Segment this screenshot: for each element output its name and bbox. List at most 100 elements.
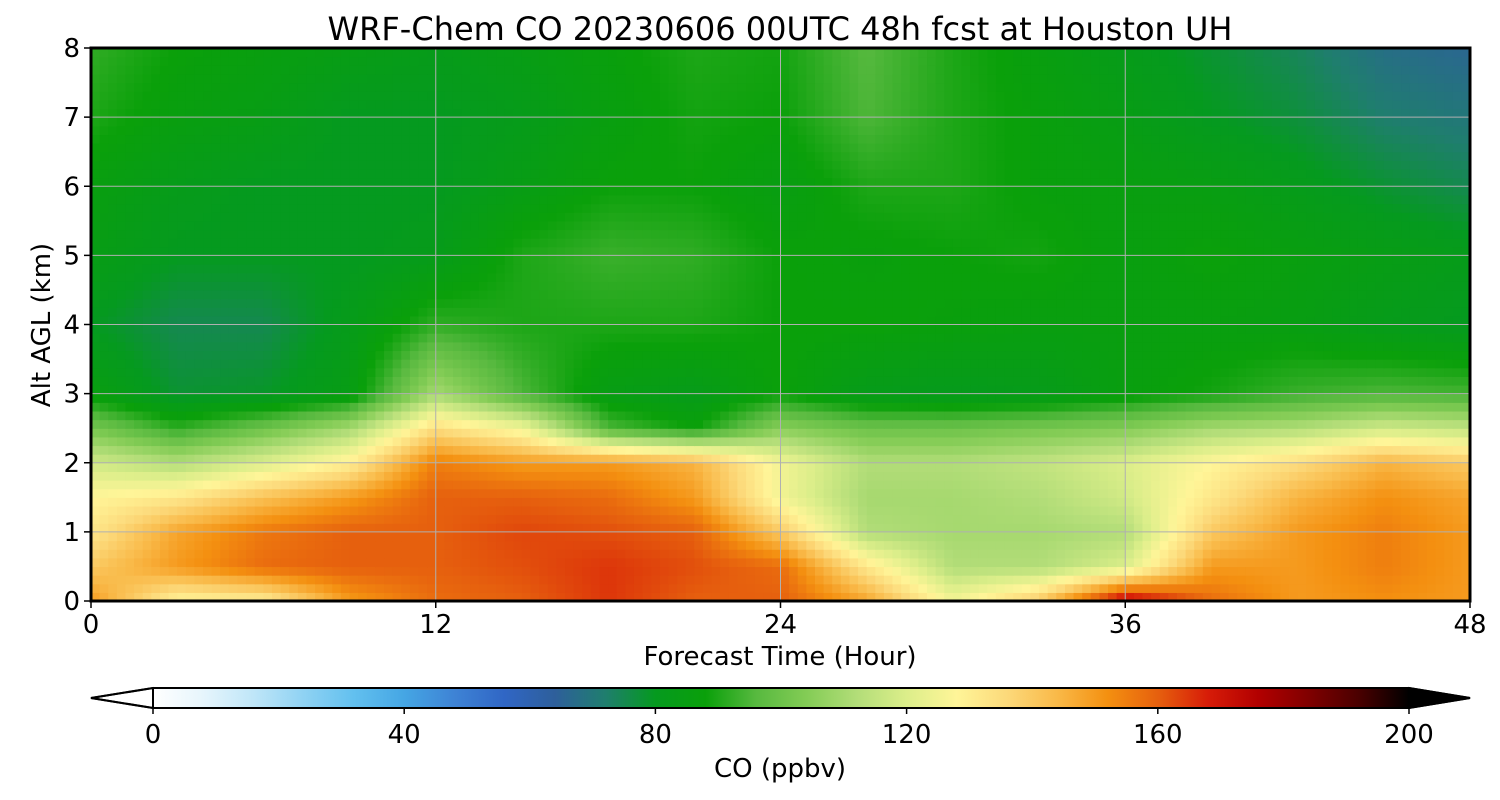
heatmap-cell: [1375, 471, 1385, 481]
heatmap-cell: [1409, 419, 1419, 429]
heatmap-cell: [1013, 557, 1023, 568]
heatmap-cell: [461, 480, 471, 490]
heatmap-cell: [1133, 575, 1144, 585]
heatmap-cell: [892, 531, 902, 542]
heatmap-cell: [1030, 497, 1040, 507]
heatmap-cell: [763, 402, 773, 412]
heatmap-cell: [711, 454, 721, 464]
heatmap-cell: [995, 514, 1006, 524]
heatmap-cell: [1263, 480, 1273, 490]
heatmap-cell: [315, 436, 325, 447]
heatmap-cell: [1082, 549, 1092, 559]
heatmap-cell: [435, 488, 445, 498]
heatmap-cell: [1280, 384, 1290, 395]
heatmap-cell: [1064, 428, 1075, 438]
heatmap-cell: [521, 471, 532, 481]
heatmap-cell: [323, 376, 333, 386]
heatmap-cell: [263, 488, 273, 498]
heatmap-cell: [280, 531, 290, 542]
heatmap-cell: [565, 428, 575, 438]
heatmap-cell: [1090, 419, 1100, 429]
heatmap-cell: [539, 480, 549, 490]
heatmap-cell: [944, 402, 954, 412]
heatmap-cell: [1314, 557, 1325, 568]
heatmap-cell: [539, 402, 549, 412]
heatmap-cell: [1237, 583, 1247, 593]
heatmap-cell: [599, 454, 609, 464]
heatmap-cell: [832, 497, 842, 507]
heatmap-cell: [1021, 367, 1032, 377]
heatmap-cell: [297, 436, 308, 447]
heatmap-cell: [418, 445, 428, 455]
heatmap-cell: [1202, 583, 1213, 593]
heatmap-cell: [651, 454, 661, 464]
heatmap-cell: [1289, 575, 1299, 585]
heatmap-cell: [211, 359, 221, 369]
heatmap-cell: [159, 531, 170, 542]
heatmap-cell: [280, 514, 290, 524]
heatmap-cell: [978, 592, 988, 601]
heatmap-cell: [694, 480, 704, 490]
heatmap-cell: [1047, 523, 1057, 533]
heatmap-cell: [987, 402, 997, 412]
heatmap-cell: [918, 480, 928, 490]
heatmap-cell: [340, 410, 351, 421]
heatmap-cell: [668, 575, 678, 585]
heatmap-cell: [1004, 540, 1014, 550]
heatmap-cell: [883, 514, 894, 524]
heatmap-cell: [91, 531, 101, 542]
heatmap-cell: [780, 531, 790, 542]
heatmap-cell: [1176, 333, 1187, 343]
heatmap-cell: [1306, 592, 1316, 601]
heatmap-cell: [159, 566, 170, 576]
heatmap-cell: [814, 428, 825, 438]
heatmap-cell: [995, 592, 1006, 601]
heatmap-cell: [297, 523, 308, 533]
heatmap-cell: [504, 445, 514, 455]
heatmap-cell: [1289, 583, 1299, 593]
heatmap-cell: [1237, 462, 1247, 472]
heatmap-cell: [1082, 419, 1092, 429]
heatmap-cell: [918, 497, 928, 507]
heatmap-cell: [1306, 523, 1316, 533]
heatmap-cell: [1090, 471, 1100, 481]
heatmap-cell: [1306, 333, 1316, 343]
heatmap-cell: [858, 540, 868, 550]
heatmap-cell: [806, 367, 816, 377]
heatmap-cell: [814, 376, 825, 386]
heatmap-cell: [185, 523, 196, 533]
heatmap-cell: [573, 367, 583, 377]
heatmap-cell: [573, 454, 583, 464]
heatmap-cell: [1418, 350, 1428, 360]
heatmap-cell: [418, 367, 428, 377]
heatmap-cell: [392, 324, 402, 334]
heatmap-cell: [306, 480, 316, 490]
heatmap-cell: [237, 384, 247, 395]
heatmap-cell: [1194, 410, 1204, 421]
heatmap-cell: [952, 566, 963, 576]
heatmap-cell: [151, 497, 161, 507]
heatmap-cell: [470, 462, 480, 472]
heatmap-cell: [254, 384, 264, 395]
heatmap-cell: [315, 583, 325, 593]
heatmap-cell: [1452, 497, 1462, 507]
heatmap-cell: [358, 471, 368, 481]
heatmap-cell: [1021, 333, 1032, 343]
heatmap-cell: [892, 350, 902, 360]
heatmap-cell: [1254, 428, 1264, 438]
heatmap-cell: [556, 583, 566, 593]
heatmap-cell: [168, 462, 178, 472]
heatmap-cell: [91, 350, 101, 360]
heatmap-cell: [99, 540, 109, 550]
heatmap-cell: [271, 462, 282, 472]
heatmap-cell: [99, 575, 109, 585]
heatmap-cell: [1357, 436, 1368, 447]
heatmap-cell: [823, 497, 833, 507]
heatmap-cell: [625, 445, 635, 455]
heatmap-cell: [1401, 505, 1411, 516]
heatmap-cell: [1280, 540, 1290, 550]
heatmap-cell: [375, 514, 385, 524]
heatmap-cell: [271, 428, 282, 438]
heatmap-cell: [461, 462, 471, 472]
heatmap-cell: [840, 531, 851, 542]
